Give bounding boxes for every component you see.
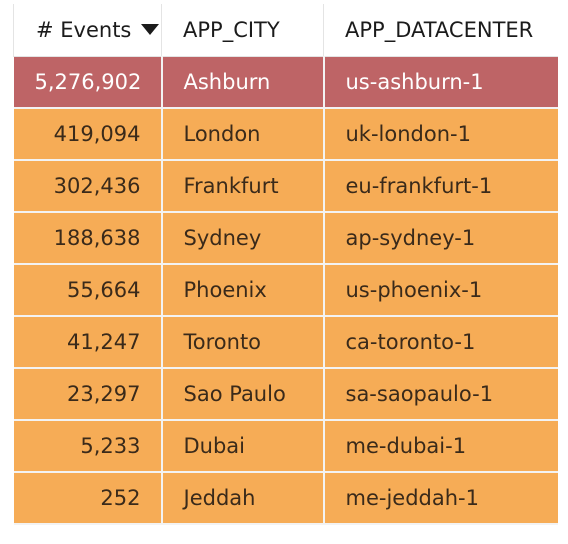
cell-app-city: London bbox=[161, 108, 325, 161]
table-row[interactable]: 23,297 Sao Paulo sa-saopaulo-1 bbox=[13, 368, 558, 421]
column-header-app-datacenter[interactable]: APP_DATACENTER bbox=[323, 4, 558, 57]
table-header-row: # Events APP_CITY APP_DATACENTER bbox=[13, 4, 558, 57]
cell-app-city: Ashburn bbox=[161, 56, 325, 109]
cell-events: 5,233 bbox=[13, 420, 163, 473]
column-header-app-city[interactable]: APP_CITY bbox=[161, 4, 324, 57]
cell-events: 41,247 bbox=[13, 316, 163, 369]
table-row[interactable]: 55,664 Phoenix us-phoenix-1 bbox=[13, 264, 558, 317]
sort-down-icon[interactable] bbox=[141, 23, 160, 35]
cell-app-datacenter: us-phoenix-1 bbox=[323, 264, 558, 317]
cell-events: 252 bbox=[13, 472, 163, 525]
cell-app-city: Frankfurt bbox=[161, 160, 325, 213]
cell-app-datacenter: uk-london-1 bbox=[323, 108, 558, 161]
cell-app-datacenter: ap-sydney-1 bbox=[323, 212, 558, 265]
cell-events: 5,276,902 bbox=[13, 56, 163, 109]
cell-events: 188,638 bbox=[13, 212, 163, 265]
table-row[interactable]: 302,436 Frankfurt eu-frankfurt-1 bbox=[13, 160, 558, 213]
events-table: # Events APP_CITY APP_DATACENTER 5,276,9… bbox=[13, 4, 558, 525]
cell-app-datacenter: me-jeddah-1 bbox=[323, 472, 558, 525]
cell-events: 23,297 bbox=[13, 368, 163, 421]
cell-events: 302,436 bbox=[13, 160, 163, 213]
table-row[interactable]: 188,638 Sydney ap-sydney-1 bbox=[13, 212, 558, 265]
column-header-events[interactable]: # Events bbox=[13, 4, 162, 57]
cell-app-datacenter: sa-saopaulo-1 bbox=[323, 368, 558, 421]
column-header-label: # Events bbox=[36, 17, 132, 42]
cell-app-datacenter: eu-frankfurt-1 bbox=[323, 160, 558, 213]
table-body: 5,276,902 Ashburn us-ashburn-1 419,094 Londo… bbox=[13, 56, 558, 525]
events-table-container: # Events APP_CITY APP_DATACENTER 5,276,9… bbox=[13, 4, 558, 544]
cell-events: 419,094 bbox=[13, 108, 163, 161]
cell-app-datacenter: me-dubai-1 bbox=[323, 420, 558, 473]
cell-app-datacenter: ca-toronto-1 bbox=[323, 316, 558, 369]
cell-app-datacenter: us-ashburn-1 bbox=[323, 56, 558, 109]
cell-app-city: Sao Paulo bbox=[161, 368, 325, 421]
cell-app-city: Toronto bbox=[161, 316, 325, 369]
table-row[interactable]: 5,276,902 Ashburn us-ashburn-1 bbox=[13, 56, 558, 109]
table-row[interactable]: 5,233 Dubai me-dubai-1 bbox=[13, 420, 558, 473]
table-row[interactable]: 419,094 London uk-london-1 bbox=[13, 108, 558, 161]
cell-app-city: Phoenix bbox=[161, 264, 325, 317]
cell-app-city: Sydney bbox=[161, 212, 325, 265]
cell-app-city: Jeddah bbox=[161, 472, 325, 525]
table-row[interactable]: 252 Jeddah me-jeddah-1 bbox=[13, 472, 558, 525]
cell-events: 55,664 bbox=[13, 264, 163, 317]
cell-app-city: Dubai bbox=[161, 420, 325, 473]
table-row[interactable]: 41,247 Toronto ca-toronto-1 bbox=[13, 316, 558, 369]
